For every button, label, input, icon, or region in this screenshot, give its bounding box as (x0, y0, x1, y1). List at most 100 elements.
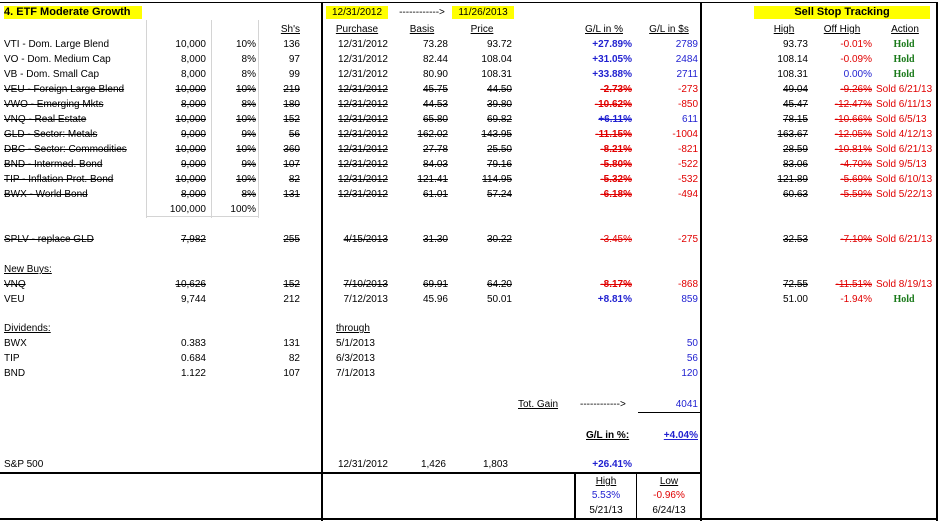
new-buy-purchase: 7/12/2013 (343, 294, 389, 305)
holding-off-high: -12.47% (834, 99, 872, 110)
sp500-name: S&P 500 (4, 459, 44, 470)
holding-amount: 8,000 (180, 54, 206, 65)
holding-gl-dollar: -494 (677, 189, 698, 200)
replacement-shares: 255 (283, 234, 300, 245)
holding-price: 44.50 (486, 84, 512, 95)
holding-price: 69.82 (486, 114, 512, 125)
new-buy-high: 51.00 (782, 294, 808, 305)
holding-purchase: 12/31/2012 (337, 144, 388, 155)
holding-name: VTI - Dom. Large Blend (4, 39, 110, 50)
holding-purchase: 12/31/2012 (337, 39, 388, 50)
holding-action: Sold 6/5/13 (876, 114, 927, 125)
holding-name: GLD - Sector: Metals (4, 129, 98, 140)
holding-gl-pct: -10.62% (594, 99, 632, 110)
new-buy-purchase: 7/10/2013 (343, 279, 389, 290)
holding-price: 25.50 (486, 144, 512, 155)
holding-price: 93.72 (486, 39, 512, 50)
holding-purchase: 12/31/2012 (337, 159, 388, 170)
holding-amount: 8,000 (180, 99, 206, 110)
header-gl-pct: G/L in % (585, 24, 623, 35)
holding-basis: 121.41 (417, 174, 448, 185)
holding-basis: 61.01 (422, 189, 448, 200)
holding-price: 143.95 (481, 129, 512, 140)
holding-shares: 107 (283, 159, 300, 170)
new-buys-label: New Buys: (4, 264, 52, 275)
holding-gl-dollar: -1004 (672, 129, 698, 140)
border-left-main (321, 2, 323, 521)
holding-high: 108.31 (777, 69, 808, 80)
border-top (0, 2, 938, 3)
dividend-amount: 50 (686, 338, 698, 349)
new-buy-name: VNQ (4, 279, 26, 290)
header-action: Action (891, 24, 919, 35)
new-buy-amount: 10,626 (175, 279, 206, 290)
new-buy-off-high: -11.51% (835, 279, 872, 290)
holding-gl-pct: +27.89% (592, 39, 632, 50)
dividend-per-share: 1.122 (180, 368, 206, 379)
highlow-high-value: 5.53% (591, 490, 621, 501)
new-buy-high: 72.55 (782, 279, 808, 290)
holding-gl-dollar: -532 (677, 174, 698, 185)
gl-total-label: G/L in %: (586, 430, 630, 441)
holding-gl-dollar: 2789 (675, 39, 698, 50)
new-buy-action: Sold 8/19/13 (876, 279, 933, 290)
gl-total-value: +4.04% (663, 430, 698, 441)
holding-alloc: 8% (241, 99, 256, 110)
holding-shares: 219 (283, 84, 300, 95)
holding-off-high: -10.66% (834, 114, 872, 125)
holding-high: 78.15 (782, 114, 808, 125)
holding-gl-dollar: -522 (677, 159, 698, 170)
replacement-action: Sold 6/21/13 (876, 234, 933, 245)
holding-shares: 99 (288, 69, 300, 80)
new-buy-gl-dollar: -868 (677, 279, 698, 290)
holding-gl-dollar: -273 (677, 84, 698, 95)
replacement-gl-pct: -3.45% (600, 234, 632, 245)
holding-alloc: 8% (241, 69, 256, 80)
border-right-stop (936, 2, 938, 521)
holding-action: Sold 6/10/13 (876, 174, 933, 185)
header-shares: Sh's (280, 24, 300, 35)
highlow-low-label: Low (659, 476, 679, 487)
holding-name: BND - Intermed. Bond (4, 159, 103, 170)
holding-action: Hold (893, 54, 915, 65)
new-buy-price: 64.20 (486, 279, 512, 290)
holding-alloc: 9% (241, 129, 256, 140)
sell-stop-title: Sell Stop Tracking (754, 6, 930, 19)
holding-basis: 27.78 (422, 144, 448, 155)
holding-high: 60.63 (782, 189, 808, 200)
holding-high: 49.04 (782, 84, 808, 95)
dividend-name: BWX (4, 338, 27, 349)
replacement-off-high: -7.10% (840, 234, 872, 245)
holding-action: Sold 6/11/13 (876, 99, 932, 110)
holding-purchase: 12/31/2012 (337, 129, 388, 140)
holding-price: 39.80 (486, 99, 512, 110)
dividend-per-share: 0.684 (180, 353, 206, 364)
holding-name: DBC - Sector: Commodities (4, 144, 127, 155)
holding-gl-dollar: 611 (682, 114, 698, 125)
holding-gl-dollar: 2484 (675, 54, 698, 65)
dividend-date: 7/1/2013 (336, 368, 375, 379)
holding-amount: 10,000 (175, 144, 206, 155)
holding-alloc: 10% (235, 114, 256, 125)
dividend-date: 6/3/2013 (336, 353, 375, 364)
header-arrow: ------------> (399, 7, 445, 18)
holding-purchase: 12/31/2012 (337, 114, 388, 125)
holding-amount: 10,000 (175, 84, 206, 95)
holding-action: Sold 5/22/13 (876, 189, 933, 200)
replacement-gl-dollar: -275 (677, 234, 698, 245)
header-purchase: Purchase (335, 24, 379, 35)
sp500-date: 12/31/2012 (337, 459, 388, 470)
holding-action: Hold (893, 39, 915, 50)
holding-amount: 10,000 (175, 114, 206, 125)
replacement-name: SPLV - replace GLD (4, 234, 94, 245)
holding-name: VEU - Foreign Large Blend (4, 84, 125, 95)
holding-amount: 9,000 (180, 159, 206, 170)
border-sp500 (0, 472, 702, 474)
holding-shares: 131 (283, 189, 300, 200)
holding-off-high: -0.01% (840, 39, 872, 50)
holding-action: Sold 4/12/13 (876, 129, 933, 140)
new-buy-gl-pct: -8.17% (600, 279, 632, 290)
holding-gl-pct: +6.11% (598, 114, 632, 125)
holding-shares: 136 (283, 39, 300, 50)
holding-alloc: 10% (235, 84, 256, 95)
